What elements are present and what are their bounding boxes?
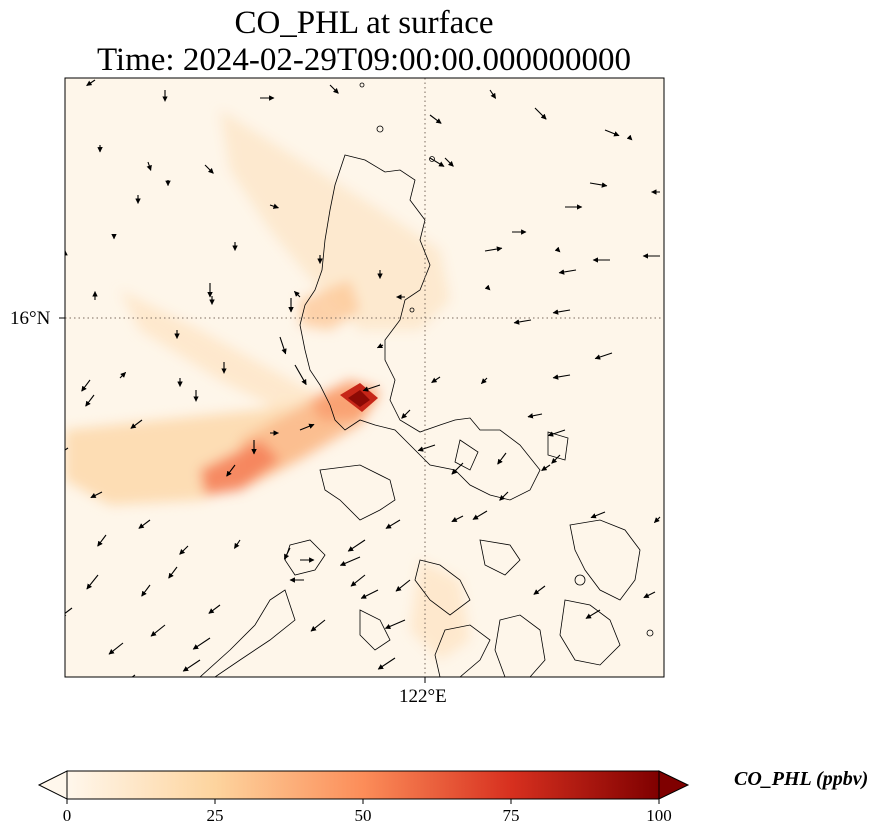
wind-arrow — [192, 637, 211, 650]
hotspot-core — [348, 390, 370, 407]
wind-arrow — [146, 161, 152, 171]
colorbar-extend-min — [37, 770, 68, 800]
wind-arrow — [283, 547, 291, 560]
gridlines — [65, 78, 664, 677]
wind-arrow — [533, 585, 546, 595]
wind-arrow — [119, 372, 126, 379]
wind-arrow — [294, 364, 307, 386]
wind-arrow — [85, 394, 95, 407]
wind-arrow — [489, 89, 497, 99]
lon-tick-label: 122°E — [399, 686, 447, 707]
wind-arrow — [65, 607, 73, 617]
map-area — [65, 78, 664, 677]
wind-arrow — [226, 464, 236, 477]
colorbar-tick-75: 75 — [502, 806, 520, 825]
wind-arrow — [590, 511, 606, 519]
wind-arrow — [108, 642, 124, 655]
wind-arrow — [451, 462, 464, 475]
wind-arrow — [589, 182, 608, 188]
wind-arrow — [376, 343, 384, 349]
wind-arrow — [329, 84, 339, 94]
map-plot — [59, 77, 665, 683]
wind-arrow — [481, 377, 488, 384]
wind-arrow — [179, 545, 189, 555]
wind-arrow — [527, 413, 543, 419]
lat-tick-label: 16°N — [10, 308, 51, 329]
wind-arrow — [360, 589, 379, 599]
wind-arrow — [138, 519, 151, 529]
wind-arrow — [429, 157, 445, 167]
wind-arrow — [310, 619, 326, 632]
wind-arrow — [552, 374, 571, 380]
wind-arrow — [451, 515, 464, 523]
wind-arrow — [294, 291, 301, 298]
wind-arrow — [558, 269, 577, 275]
coastlines — [199, 82, 654, 677]
wind-arrow — [472, 510, 488, 520]
wind-arrow — [339, 556, 361, 566]
wind-arrow — [552, 309, 571, 315]
wind-arrow — [377, 657, 396, 670]
wind-arrow — [86, 79, 96, 87]
wind-arrow — [269, 203, 279, 209]
wind-arrow — [233, 539, 241, 549]
map-subtitle-time: Time: 2024-02-29T09:00:00.000000000 — [96, 42, 632, 78]
wind-arrow — [204, 164, 214, 174]
wind-arrow — [350, 574, 366, 587]
wind-arrow — [594, 352, 613, 360]
colorbar-gradient — [66, 770, 660, 800]
colorbar-tick-50: 50 — [354, 806, 372, 825]
wind-arrow — [534, 107, 547, 120]
wind-arrow — [97, 534, 107, 547]
wind-arrow — [484, 246, 503, 252]
wind-arrow — [385, 519, 401, 529]
map-frame — [64, 77, 665, 678]
wind-arrow — [279, 336, 287, 355]
wind-arrow — [384, 619, 406, 629]
wind-arrow — [362, 384, 381, 392]
wind-arrow — [141, 584, 151, 597]
wind-arrow — [431, 376, 441, 384]
wind-arrow — [499, 491, 509, 501]
map-background — [65, 78, 664, 677]
map-title: CO_PHL at surface — [234, 5, 494, 41]
colorbar-label: CO_PHL (ppbv) — [734, 768, 869, 790]
wind-arrow — [182, 659, 201, 672]
wind-arrow — [347, 539, 366, 552]
colorbar-tick-0: 0 — [62, 806, 72, 825]
wind-arrow — [208, 604, 221, 614]
wind-arrow — [547, 429, 566, 437]
wind-arrow — [604, 129, 620, 137]
wind-arrow — [429, 114, 442, 124]
wind-arrow — [131, 674, 136, 677]
wind-arrow — [417, 444, 436, 452]
wind-vectors — [65, 79, 661, 677]
colorbar-extend-max — [658, 770, 690, 800]
wind-arrow — [401, 409, 411, 419]
wind-arrow — [551, 454, 561, 464]
wind-arrow — [86, 574, 99, 590]
wind-arrow — [81, 379, 91, 392]
colorbar-tick-25: 25 — [206, 806, 224, 825]
wind-arrow — [585, 609, 601, 619]
wind-arrow — [643, 591, 656, 599]
wind-arrow — [90, 491, 103, 499]
wind-arrow — [654, 516, 661, 523]
wind-arrow — [130, 419, 143, 429]
wind-arrow — [444, 157, 454, 167]
wind-arrow — [299, 423, 315, 431]
wind-arrow — [150, 624, 166, 637]
colorbar-tick-100: 100 — [646, 806, 672, 825]
wind-arrow — [513, 319, 532, 325]
wind-arrow — [168, 566, 178, 579]
wind-arrow — [65, 447, 69, 454]
wind-arrow — [541, 464, 551, 472]
wind-arrow — [395, 579, 411, 592]
wind-arrow — [497, 452, 507, 465]
